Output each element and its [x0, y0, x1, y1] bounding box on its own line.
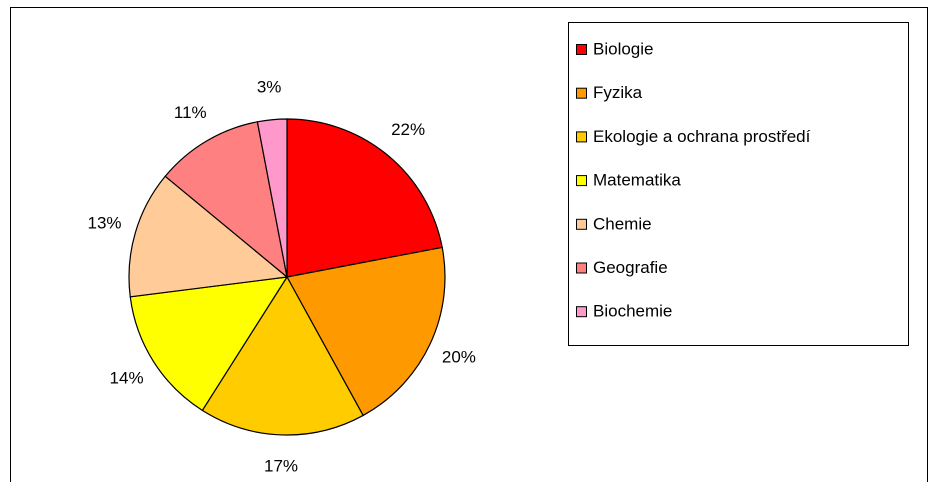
- legend-label: Biologie: [593, 39, 654, 58]
- data-label: 3%: [257, 77, 282, 96]
- legend-swatch: [576, 44, 587, 55]
- pie-slice: [129, 276, 289, 412]
- legend-swatch: [576, 262, 587, 274]
- pie-slice: [201, 275, 364, 436]
- legend-box: [568, 22, 909, 346]
- data-label: 20%: [442, 347, 476, 366]
- data-label: 17%: [264, 456, 298, 475]
- legend-label: Fyzika: [593, 83, 643, 102]
- legend-label: Matematika: [593, 171, 681, 190]
- pie-slice: [164, 121, 288, 279]
- data-label: 14%: [110, 368, 144, 387]
- data-label: 13%: [88, 213, 122, 232]
- pie-slice: [286, 118, 443, 278]
- pie-slice: [256, 118, 288, 278]
- pie-slice: [128, 175, 289, 298]
- legend-label: Geografie: [593, 258, 668, 277]
- legend-swatch: [576, 131, 587, 143]
- pie-slice: [286, 246, 446, 417]
- legend-label: Chemie: [593, 214, 652, 233]
- data-label: 22%: [391, 120, 425, 139]
- legend-swatch: [576, 218, 587, 230]
- data-label: 11%: [174, 103, 207, 122]
- legend-swatch: [576, 175, 587, 187]
- legend-swatch: [576, 306, 587, 318]
- legend-label: Biochemie: [593, 302, 672, 321]
- legend-swatch: [576, 87, 587, 99]
- legend-label: Ekologie a ochrana prostředí: [593, 127, 811, 146]
